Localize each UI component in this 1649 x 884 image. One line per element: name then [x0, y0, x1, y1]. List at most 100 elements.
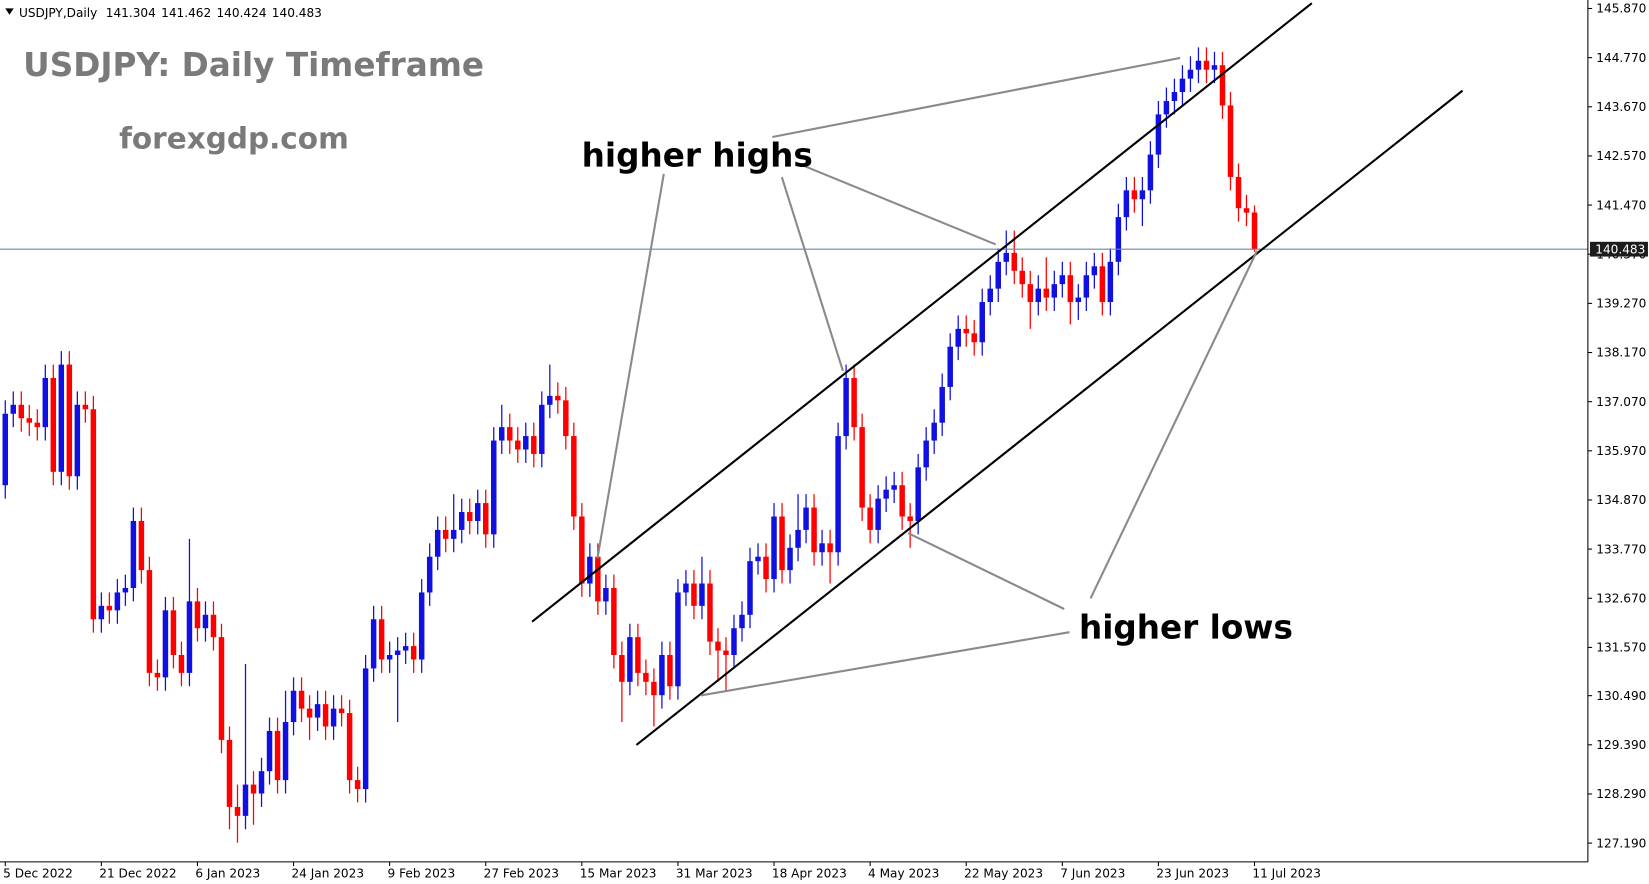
candle-body — [418, 592, 425, 660]
candle-body — [1011, 252, 1018, 271]
y-tick-label: 128.290 — [1596, 787, 1646, 801]
candle-body — [362, 668, 369, 790]
x-tick-label: 4 May 2023 — [868, 867, 939, 881]
candle-body — [539, 404, 545, 454]
x-tick-label: 23 Jun 2023 — [1156, 867, 1229, 881]
candle-body — [803, 507, 809, 530]
open: 141.304 — [106, 6, 156, 20]
y-tick-label: 134.870 — [1596, 493, 1646, 507]
candle-body — [1067, 275, 1074, 303]
y-tick-label: 135.970 — [1596, 444, 1646, 458]
x-tick-label: 27 Feb 2023 — [484, 867, 559, 881]
candle-body — [547, 395, 553, 405]
candle-body — [394, 650, 401, 656]
low: 140.424 — [216, 6, 266, 20]
x-tick-label: 15 Mar 2023 — [580, 867, 657, 881]
candle-body — [739, 614, 745, 629]
candle-body — [210, 614, 217, 638]
candle-body — [1099, 266, 1106, 303]
x-tick-label: 22 May 2023 — [964, 867, 1043, 881]
close: 140.483 — [272, 6, 322, 20]
price-label-bg — [1589, 241, 1648, 257]
candle-body — [1251, 212, 1258, 250]
pointer — [1089, 250, 1258, 599]
candle-body — [50, 377, 57, 472]
candle-body — [491, 440, 497, 535]
candle-body — [202, 614, 209, 629]
candle-body — [1131, 190, 1138, 200]
candle-body — [675, 592, 681, 687]
x-tick-label: 5 Dec 2022 — [3, 867, 73, 881]
candle-body — [266, 730, 273, 772]
candle-body — [26, 418, 33, 423]
candle-body — [659, 655, 665, 696]
candle-body — [643, 672, 649, 682]
channel-lower — [635, 89, 1464, 746]
candle-body — [651, 681, 657, 696]
candle-body — [595, 556, 601, 602]
annotation: higher lows — [1079, 609, 1293, 647]
candle-body — [98, 605, 105, 620]
y-tick-label: 138.170 — [1596, 346, 1646, 360]
candle-body — [130, 520, 137, 588]
candle-body — [146, 570, 153, 673]
candle-body — [234, 806, 241, 816]
candle-body — [571, 436, 577, 517]
candle-body — [178, 655, 185, 673]
candle-body — [1059, 275, 1066, 285]
candle-body — [1051, 284, 1058, 298]
candle-body — [1227, 105, 1234, 177]
candle-body — [458, 512, 465, 530]
candle-body — [563, 400, 569, 437]
candle-body — [346, 713, 353, 781]
candle-body — [1019, 270, 1026, 285]
candle-body — [1187, 69, 1194, 79]
candle-body — [691, 583, 697, 606]
candle-body — [258, 771, 265, 794]
candle-body — [907, 516, 913, 521]
candle-body — [611, 587, 617, 656]
symbol: USDJPY,Daily — [19, 6, 97, 20]
candle-body — [1027, 284, 1034, 303]
pointer — [700, 631, 1070, 697]
candle-body — [306, 708, 313, 718]
y-tick-label: 132.670 — [1596, 591, 1646, 605]
pointer — [780, 176, 844, 372]
candle-body — [875, 498, 881, 530]
candle-body — [699, 583, 705, 606]
x-tick-label: 24 Jan 2023 — [291, 867, 364, 881]
annotation-pointers — [596, 56, 1258, 697]
candle-body — [58, 364, 65, 472]
candle-body — [322, 704, 329, 727]
high: 141.462 — [161, 6, 211, 20]
candle-body — [370, 619, 377, 669]
y-tick-label: 145.870 — [1596, 2, 1646, 16]
candle-body — [10, 404, 17, 414]
y-tick-label: 142.570 — [1596, 149, 1646, 163]
candle-body — [747, 561, 753, 615]
candle-body — [835, 436, 841, 553]
candle-body — [723, 650, 729, 656]
candle-body — [891, 485, 897, 490]
candle-body — [410, 646, 417, 660]
candle-body — [779, 516, 785, 571]
candle-body — [619, 655, 625, 682]
candle-body — [1219, 65, 1226, 106]
candle-body — [354, 780, 361, 790]
candle-body — [499, 427, 505, 441]
candle-body — [1155, 114, 1162, 155]
candle-body — [1003, 252, 1009, 262]
candle-body — [1107, 261, 1114, 303]
candle-body — [627, 637, 633, 682]
candle-body — [1043, 288, 1050, 298]
candle-body — [603, 587, 609, 602]
candle-body — [955, 328, 961, 347]
y-tick-label: 127.190 — [1596, 836, 1646, 850]
y-tick-label: 144.770 — [1596, 51, 1646, 65]
candle-body — [987, 288, 993, 303]
candle-body — [1163, 100, 1170, 115]
candle-body — [1123, 190, 1130, 218]
y-tick-label: 143.670 — [1596, 100, 1646, 114]
